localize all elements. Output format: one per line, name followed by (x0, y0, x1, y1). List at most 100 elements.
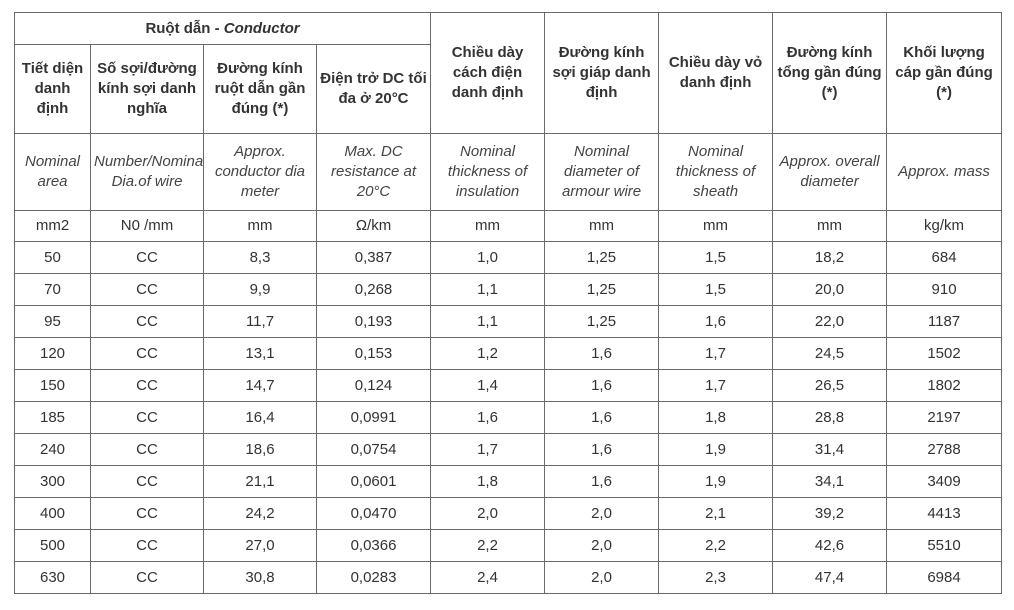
table-cell: 0,0366 (315, 529, 432, 562)
table-cell: 20,0 (772, 273, 888, 306)
header-nominal-area: Tiết diện danh định (14, 44, 91, 134)
table-row: 95 CC 11,7 0,193 1,1 1,25 1,6 22,0 1187 (14, 305, 1003, 338)
table-cell: 150 (14, 369, 91, 402)
table-cell: 300 (14, 465, 91, 498)
table-cell: 1,8 (430, 465, 546, 498)
table-cell: 1,6 (658, 305, 774, 338)
en-armour-wire-diameter: Nominal diameter of armour wire (544, 133, 660, 211)
table-cell: 6984 (886, 561, 1003, 594)
table-cell: 0,268 (315, 273, 432, 306)
table-cell: 47,4 (772, 561, 888, 594)
table-row: 400 CC 24,2 0,0470 2,0 2,0 2,1 39,2 4413 (14, 497, 1003, 530)
header-insulation-thickness: Chiều dày cách điện danh định (430, 12, 546, 134)
table-cell: 0,0283 (315, 561, 432, 594)
table-cell: 1,6 (544, 401, 660, 434)
en-dc-resistance: Max. DC resistance at 20°C (315, 133, 432, 211)
table-cell: 1,25 (544, 305, 660, 338)
unit-cell: N0 /mm (90, 210, 204, 242)
table-cell: 684 (886, 241, 1003, 274)
table-cell: 1,5 (658, 273, 774, 306)
table-cell: 2788 (886, 433, 1003, 466)
table-row: 150 CC 14,7 0,124 1,4 1,6 1,7 26,5 1802 (14, 369, 1003, 402)
header-overall-diameter: Đường kính tổng gần đúng (*) (772, 12, 888, 134)
table-cell: 8,3 (203, 241, 317, 274)
unit-cell: Ω/km (315, 210, 432, 242)
table-row: 185 CC 16,4 0,0991 1,6 1,6 1,8 28,8 2197 (14, 401, 1003, 434)
table-cell: 2,0 (544, 497, 660, 530)
table-cell: 1,7 (430, 433, 546, 466)
header-row-english: Nominal area Number/Nominal Dia.of wire … (14, 133, 1003, 211)
table-cell: 630 (14, 561, 91, 594)
table-cell: 1,25 (544, 273, 660, 306)
table-cell: 18,2 (772, 241, 888, 274)
table-row: 70 CC 9,9 0,268 1,1 1,25 1,5 20,0 910 (14, 273, 1003, 306)
unit-cell: mm (772, 210, 888, 242)
table-cell: 1187 (886, 305, 1003, 338)
conductor-group-en: Conductor (223, 19, 300, 37)
header-dc-resistance: Điện trở DC tối đa ở 20°C (315, 44, 432, 134)
table-cell: CC (90, 433, 204, 466)
table-cell: 9,9 (203, 273, 317, 306)
table-cell: CC (90, 337, 204, 370)
cable-spec-table: Ruột dẫn - Conductor Chiều dày cách điện… (13, 12, 1003, 594)
en-sheath-thickness: Nominal thickness of sheath (658, 133, 774, 211)
table-cell: 1502 (886, 337, 1003, 370)
table-cell: 1,7 (658, 369, 774, 402)
table-cell: 3409 (886, 465, 1003, 498)
table-cell: 0,0470 (315, 497, 432, 530)
table-row: 300 CC 21,1 0,0601 1,8 1,6 1,9 34,1 3409 (14, 465, 1003, 498)
table-cell: 0,124 (315, 369, 432, 402)
header-conductor-diameter: Đường kính ruột dẫn gần đúng (*) (203, 44, 317, 134)
unit-cell: mm (203, 210, 317, 242)
table-cell: 95 (14, 305, 91, 338)
table-cell: 120 (14, 337, 91, 370)
table-cell: 1,4 (430, 369, 546, 402)
header-row-columns: Tiết diện danh định Số sợi/đường kính sợ… (14, 44, 1002, 134)
table-cell: 240 (14, 433, 91, 466)
table-cell: 34,1 (772, 465, 888, 498)
table-cell: 0,153 (315, 337, 432, 370)
en-conductor-diameter: Approx. conductor dia meter (203, 133, 317, 211)
en-insulation-thickness: Nominal thickness of insulation (430, 133, 546, 211)
table-cell: 1,6 (544, 337, 660, 370)
header-armour-wire-diameter: Đường kính sợi giáp danh định (544, 12, 660, 134)
table-row: 630 CC 30,8 0,0283 2,4 2,0 2,3 47,4 6984 (14, 561, 1003, 594)
table-cell: 16,4 (203, 401, 317, 434)
unit-cell: mm (544, 210, 660, 242)
table-cell: 2,4 (430, 561, 546, 594)
table-cell: 185 (14, 401, 91, 434)
table-cell: 1,1 (430, 305, 546, 338)
table-cell: 1,1 (430, 273, 546, 306)
header-wire-number: Số sợi/đường kính sợi danh nghĩa (90, 44, 204, 134)
table-cell: CC (90, 529, 204, 562)
unit-cell: kg/km (886, 210, 1003, 242)
table-cell: 0,0601 (315, 465, 432, 498)
table-cell: 2,0 (544, 529, 660, 562)
table-cell: 0,193 (315, 305, 432, 338)
table-cell: 2,1 (658, 497, 774, 530)
table-cell: 1,2 (430, 337, 546, 370)
table-cell: 2,3 (658, 561, 774, 594)
table-cell: 21,1 (203, 465, 317, 498)
table-cell: 910 (886, 273, 1003, 306)
table-cell: 22,0 (772, 305, 888, 338)
table-cell: 400 (14, 497, 91, 530)
table-cell: 1,7 (658, 337, 774, 370)
table-cell: 2,0 (430, 497, 546, 530)
table-cell: 30,8 (203, 561, 317, 594)
table-cell: 2,2 (658, 529, 774, 562)
table-cell: 24,2 (203, 497, 317, 530)
en-cable-mass: Approx. mass (886, 133, 1003, 211)
header-row-group: Ruột dẫn - Conductor Chiều dày cách điện… (13, 12, 1003, 134)
table-cell: 28,8 (772, 401, 888, 434)
table-cell: CC (90, 401, 204, 434)
table-cell: 1802 (886, 369, 1003, 402)
table-cell: 42,6 (772, 529, 888, 562)
table-cell: 50 (14, 241, 91, 274)
table-cell: 0,0991 (315, 401, 432, 434)
table-cell: 14,7 (203, 369, 317, 402)
en-nominal-area: Nominal area (14, 133, 91, 211)
table-cell: 13,1 (203, 337, 317, 370)
en-wire-number: Number/Nominal Dia.of wire (90, 133, 204, 211)
table-cell: 27,0 (203, 529, 317, 562)
